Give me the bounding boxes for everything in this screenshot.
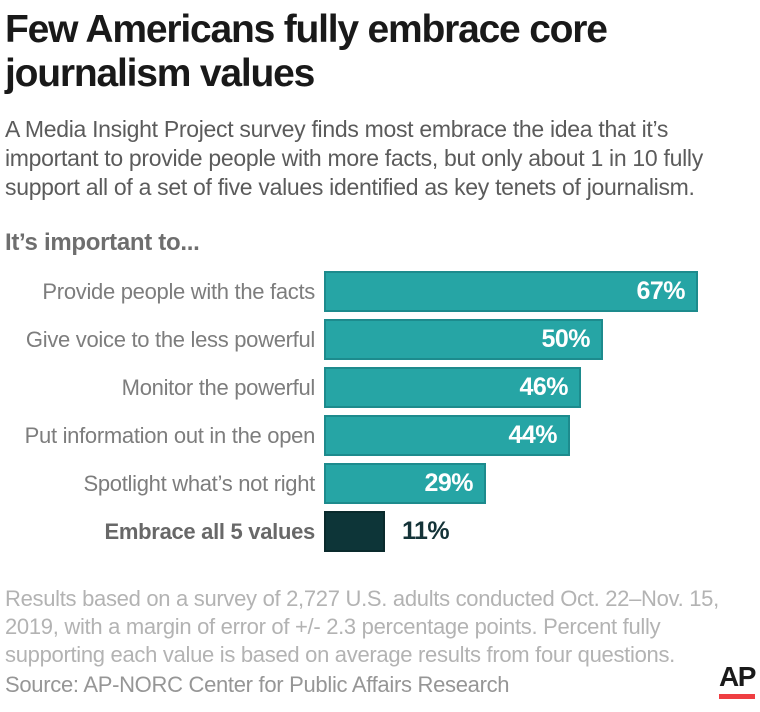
ap-logo: AP: [719, 661, 756, 699]
bar-value-label: 29%: [424, 469, 473, 497]
ap-logo-text: AP: [719, 661, 756, 692]
bar-track: 29%: [324, 463, 754, 504]
page-title-line-2: journalism values: [5, 52, 315, 95]
chart-row: Spotlight what’s not right 29%: [5, 463, 754, 504]
bar-value-label: 44%: [508, 421, 557, 449]
page-title-line-1: Few Americans fully embrace core: [5, 8, 608, 51]
bar: 50%: [324, 319, 603, 360]
page-title: Few Americans fully embrace core journal…: [5, 8, 754, 96]
bar: [324, 511, 385, 552]
bar-track: 67%: [324, 271, 754, 312]
bar-category-label: Put information out in the open: [24, 422, 316, 448]
bar-value-label: 67%: [636, 277, 685, 305]
source-line: Source: AP-NORC Center for Public Affair…: [5, 672, 510, 697]
bar-category-label: Provide people with the facts: [42, 278, 315, 304]
methodology-note: Results based on a survey of 2,727 U.S. …: [5, 586, 719, 667]
bar-track: 44%: [324, 415, 754, 456]
chart-section-label: It’s important to...: [5, 229, 200, 256]
subtitle: A Media Insight Project survey finds mos…: [5, 116, 703, 200]
bar: 44%: [324, 415, 570, 456]
bar-track: 11%: [324, 511, 754, 552]
bar: 29%: [324, 463, 486, 504]
chart-row: Put information out in the open 44%: [5, 415, 754, 456]
chart-row: Monitor the powerful 46%: [5, 367, 754, 408]
bar-track: 50%: [324, 319, 754, 360]
chart-row: Provide people with the facts 67%: [5, 271, 754, 312]
bar-track: 46%: [324, 367, 754, 408]
bar: 46%: [324, 367, 581, 408]
bar: 67%: [324, 271, 698, 312]
bar-value-label: 46%: [519, 373, 568, 401]
bar-category-label: Spotlight what’s not right: [83, 470, 316, 496]
chart-row: Give voice to the less powerful 50%: [5, 319, 754, 360]
bar-value-label: 11%: [402, 517, 450, 545]
bar-category-label: Monitor the powerful: [121, 374, 316, 400]
bar-category-label: Give voice to the less powerful: [25, 326, 315, 352]
chart-row: Embrace all 5 values 11%: [5, 511, 754, 552]
bar-category-label: Embrace all 5 values: [104, 518, 316, 544]
bar-chart: Provide people with the facts 67% Give voi…: [5, 271, 754, 552]
ap-logo-red-bar: [719, 694, 755, 699]
bar-value-label: 50%: [541, 325, 590, 353]
